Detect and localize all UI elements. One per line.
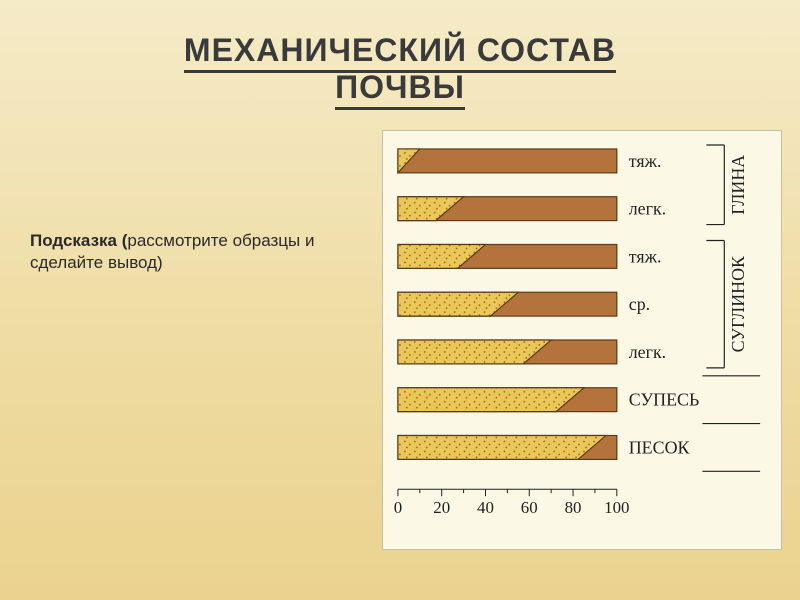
bar-sand [398,388,584,412]
bar-clay [398,149,617,173]
hint-text: Подсказка (рассмотрите образцы и сделайт… [30,230,390,274]
page-title: МЕХАНИЧЕСКИЙ СОСТАВ ПОЧВЫ [0,0,800,114]
bar-label: легк. [629,342,666,362]
axis-tick-label: 20 [433,498,450,517]
axis-tick-label: 40 [477,498,494,517]
title-line-1: МЕХАНИЧЕСКИЙ СОСТАВ [184,32,616,73]
axis-tick-label: 0 [394,498,402,517]
axis-tick-label: 60 [521,498,538,517]
axis-tick-label: 100 [604,498,629,517]
bar-label: легк. [629,199,666,219]
bar-label: ПЕСОК [629,437,690,457]
bar-label: тяж. [629,246,662,266]
axis-tick-label: 80 [565,498,582,517]
group-label: СУГЛИНОК [728,256,748,352]
title-line-2: ПОЧВЫ [335,69,465,110]
bar-label: СУПЕСЬ [629,390,699,410]
bar-label: тяж. [629,151,662,171]
bar-sand [398,340,551,364]
bar-sand [398,436,606,460]
chart-panel: тяж. легк. тяж. ср. легк. СУПЕСЬ ПЕСОК ГЛИНА СУ… [382,130,782,550]
hint-prefix: Подсказка ( [30,231,127,250]
soil-chart: тяж. легк. тяж. ср. легк. СУПЕСЬ ПЕСОК ГЛИНА СУ… [383,131,781,549]
group-label: ГЛИНА [728,155,748,215]
bar-label: ср. [629,294,650,314]
